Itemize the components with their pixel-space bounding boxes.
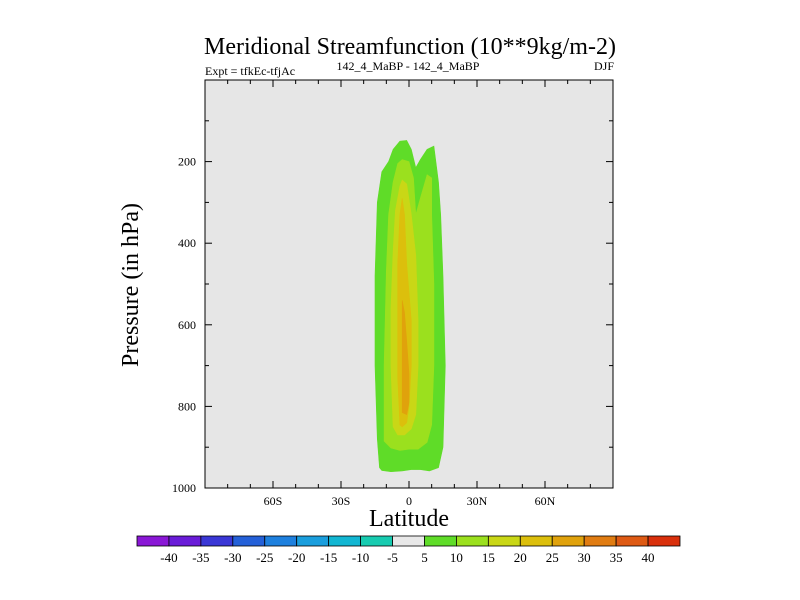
colorbar-label: 40	[642, 550, 655, 565]
colorbar-label: 35	[610, 550, 623, 565]
colorbar-swatch	[168, 535, 202, 547]
x-axis: 60S 30S 0 30N 60N	[227, 80, 591, 508]
colorbar-label: 30	[578, 550, 591, 565]
colorbar-label: -20	[288, 550, 305, 565]
colorbar-swatch	[647, 535, 681, 547]
contour-band-25	[401, 300, 410, 416]
colorbar-swatch	[583, 535, 617, 547]
y-tick-label: 800	[178, 399, 196, 413]
colorbar-swatch	[456, 535, 489, 547]
y-tick-label: 400	[178, 236, 196, 250]
y-tick-label: 600	[178, 318, 196, 332]
colorbar-swatch	[551, 535, 585, 547]
colorbar-swatch	[136, 535, 170, 547]
colorbar-label: -25	[256, 550, 273, 565]
colorbar-swatch	[200, 535, 234, 547]
x-tick-label: 30S	[332, 494, 351, 508]
colorbar-swatch	[328, 535, 361, 547]
y-axis-label: Pressure (in hPa)	[118, 203, 144, 367]
colorbar-swatch	[392, 535, 425, 547]
colorbar-swatch	[360, 535, 393, 547]
colorbar-label: 10	[450, 550, 463, 565]
chart-subtitle-left: Expt = tfkEc-tfjAc	[205, 64, 295, 78]
y-axis: 200 400 600 800 1000	[172, 120, 613, 495]
y-tick-label: 1000	[172, 481, 196, 495]
colorbar-swatch	[519, 535, 553, 547]
colorbar-label: -30	[224, 550, 241, 565]
colorbar-label: -10	[352, 550, 369, 565]
colorbar-swatch	[424, 535, 457, 547]
y-tick-label: 200	[178, 155, 196, 169]
colorbar-label: -40	[160, 550, 177, 565]
chart-subtitle-center: 142_4_MaBP - 142_4_MaBP	[337, 59, 480, 73]
x-tick-label: 60S	[264, 494, 283, 508]
colorbar-swatch	[615, 535, 649, 547]
colorbar-label: 5	[421, 550, 428, 565]
colorbar-label: -35	[192, 550, 209, 565]
colorbar-label: 15	[482, 550, 495, 565]
x-axis-label: Latitude	[369, 506, 449, 532]
chart-subtitle-right: DJF	[594, 59, 614, 73]
colorbar-label: -5	[387, 550, 398, 565]
x-tick-label: 60N	[535, 494, 556, 508]
colorbar-swatch	[264, 535, 298, 547]
colorbar-label: 20	[514, 550, 527, 565]
colorbar-label: -15	[320, 550, 337, 565]
colorbar-swatch	[487, 535, 521, 547]
chart-title: Meridional Streamfunction (10**9kg/m-2)	[204, 34, 616, 60]
x-tick-label: 30N	[467, 494, 488, 508]
contour-layer	[374, 140, 446, 473]
colorbar-label: 25	[546, 550, 559, 565]
colorbar: -40 -35 -30 -25 -20 -15 -10 -5 5 10 15 20 25 30 35 40	[136, 535, 681, 565]
colorbar-swatch	[232, 535, 266, 547]
x-tick-label: 0	[406, 494, 412, 508]
colorbar-swatch	[296, 535, 330, 547]
